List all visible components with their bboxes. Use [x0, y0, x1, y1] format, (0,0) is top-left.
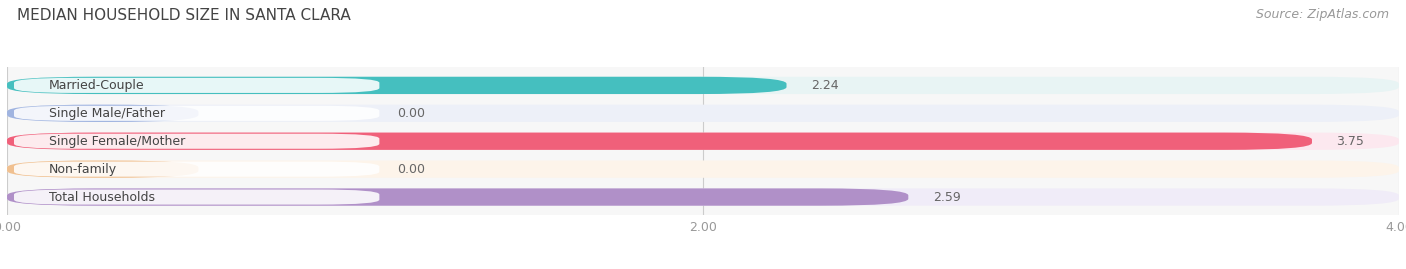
FancyBboxPatch shape	[14, 162, 380, 177]
Text: Non-family: Non-family	[49, 163, 117, 176]
FancyBboxPatch shape	[14, 78, 380, 93]
FancyBboxPatch shape	[7, 77, 786, 94]
FancyBboxPatch shape	[7, 161, 1399, 178]
Text: 2.59: 2.59	[932, 190, 960, 204]
Text: Source: ZipAtlas.com: Source: ZipAtlas.com	[1256, 8, 1389, 21]
FancyBboxPatch shape	[7, 188, 908, 206]
Text: Single Female/Mother: Single Female/Mother	[49, 135, 186, 148]
FancyBboxPatch shape	[7, 188, 1399, 206]
Text: 0.00: 0.00	[396, 163, 425, 176]
FancyBboxPatch shape	[7, 105, 198, 122]
Text: 0.00: 0.00	[396, 107, 425, 120]
Text: Total Households: Total Households	[49, 190, 155, 204]
Text: 3.75: 3.75	[1336, 135, 1364, 148]
FancyBboxPatch shape	[14, 106, 380, 121]
Text: Single Male/Father: Single Male/Father	[49, 107, 165, 120]
FancyBboxPatch shape	[14, 190, 380, 205]
Text: 2.24: 2.24	[811, 79, 838, 92]
Text: MEDIAN HOUSEHOLD SIZE IN SANTA CLARA: MEDIAN HOUSEHOLD SIZE IN SANTA CLARA	[17, 8, 350, 23]
Text: Married-Couple: Married-Couple	[49, 79, 145, 92]
FancyBboxPatch shape	[14, 134, 380, 149]
FancyBboxPatch shape	[7, 105, 1399, 122]
FancyBboxPatch shape	[7, 133, 1399, 150]
FancyBboxPatch shape	[7, 133, 1312, 150]
FancyBboxPatch shape	[7, 77, 1399, 94]
FancyBboxPatch shape	[7, 161, 198, 178]
